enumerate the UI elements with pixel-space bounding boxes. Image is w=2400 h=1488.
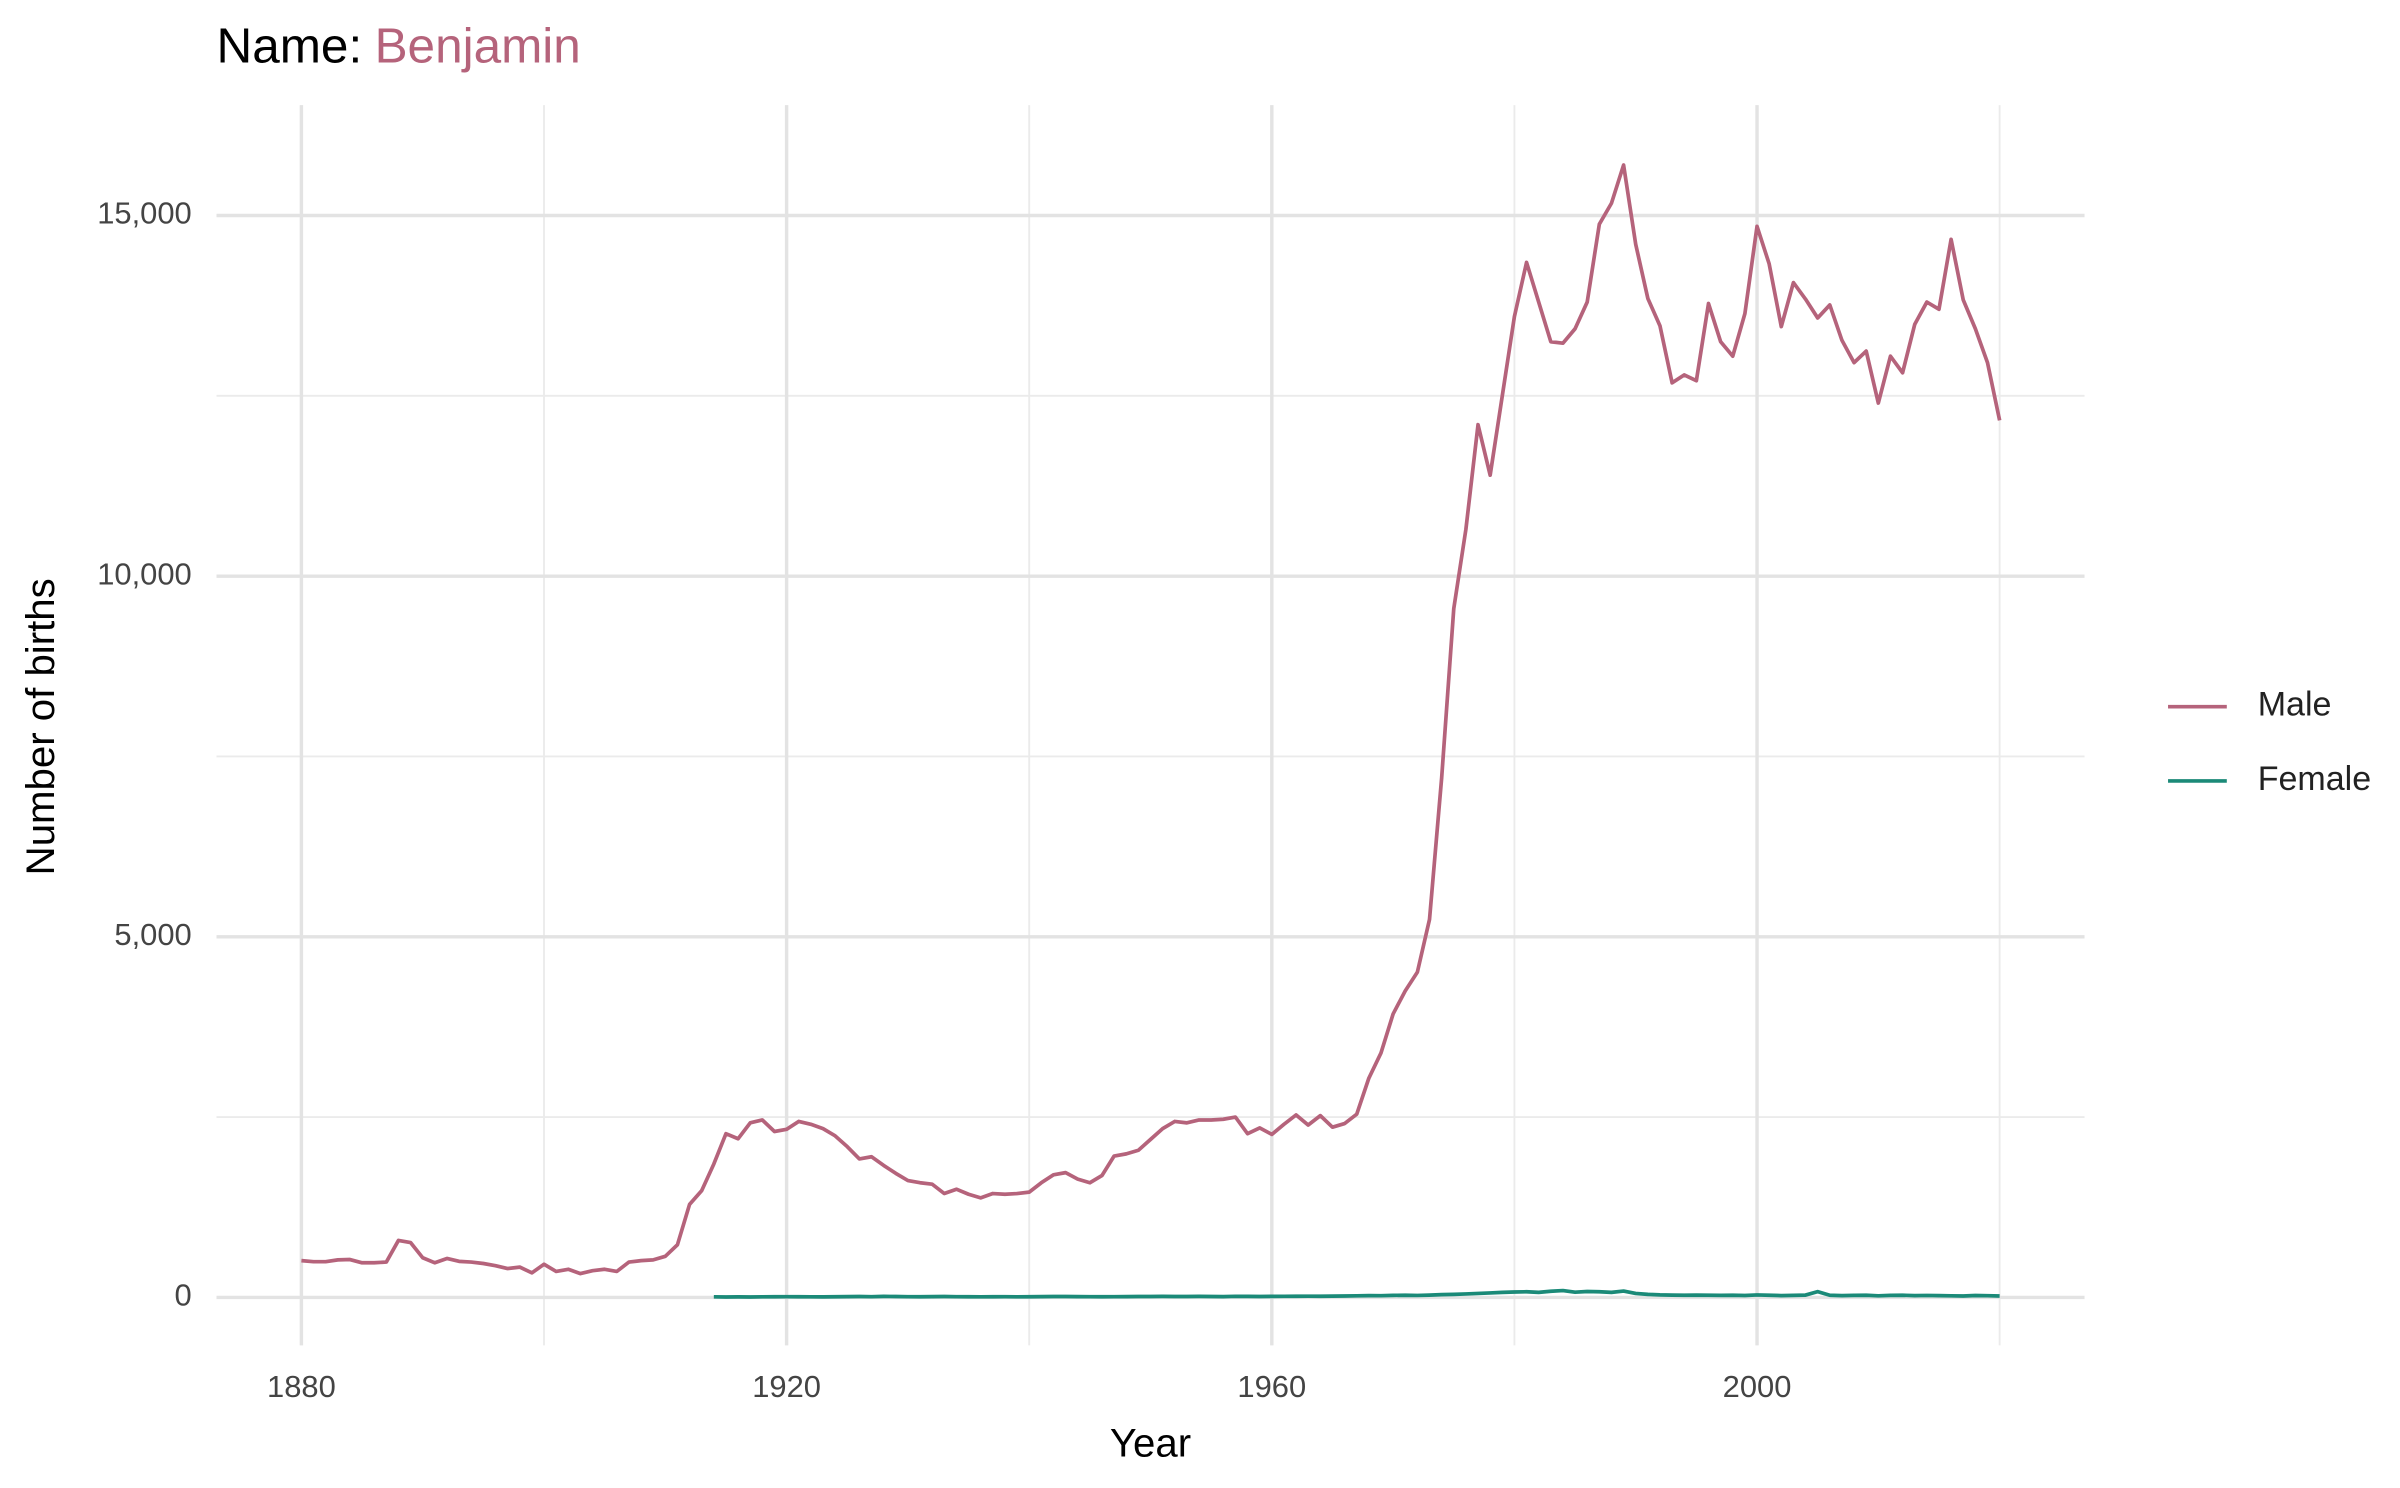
chart-title: Name: Benjamin: [216, 19, 580, 74]
title-name: Benjamin: [375, 19, 581, 74]
x-tick-label: 1960: [1237, 1369, 1306, 1404]
series-line: [713, 1288, 2000, 1299]
lines: [301, 163, 2002, 1299]
y-tick-label: 15,000: [97, 196, 192, 231]
series-line: [301, 163, 2002, 1276]
y-tick-label: 0: [175, 1278, 192, 1313]
x-tick-label: 1880: [267, 1369, 336, 1404]
y-tick-label: 10,000: [97, 556, 192, 591]
y-axis-title: Number of births: [18, 578, 63, 875]
title-prefix: Name:: [216, 19, 362, 74]
y-tick-label: 5,000: [114, 917, 191, 952]
legend-label: Female: [2258, 760, 2371, 798]
legend-label: Male: [2258, 686, 2332, 724]
x-tick-label: 1920: [752, 1369, 821, 1404]
grid: [216, 105, 2085, 1346]
x-tick-label: 2000: [1723, 1369, 1792, 1404]
x-axis-title: Year: [1110, 1421, 1191, 1466]
